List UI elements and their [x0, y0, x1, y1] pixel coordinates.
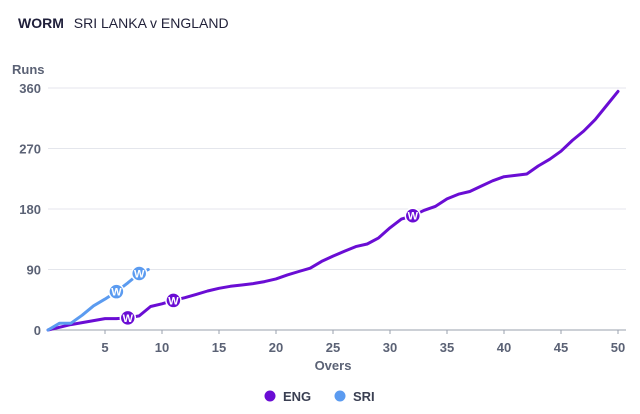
- wicket-marker-label: W: [123, 313, 134, 325]
- y-tick-label: 270: [19, 142, 41, 157]
- wicket-marker-circle: [165, 292, 182, 309]
- y-tick-label: 90: [27, 263, 41, 278]
- wicket-marker-circle: [108, 283, 125, 300]
- axis-layer: 0 90 180 270 360 5 10 15 20 25 30 35 40 45 50 Runs Overs: [12, 62, 626, 373]
- wicket-marker-sri[interactable]: W: [108, 283, 125, 300]
- y-tick-label: 360: [19, 81, 41, 96]
- x-axis-title: Overs: [315, 358, 352, 373]
- legend-item-eng[interactable]: ENG: [264, 389, 312, 404]
- legend-swatch: [334, 390, 346, 402]
- x-tick-label: 40: [497, 340, 511, 355]
- chart-title: WORM SRI LANKA v ENGLAND: [18, 14, 229, 32]
- legend: ENG SRI: [264, 389, 375, 404]
- x-tick-label: 15: [212, 340, 226, 355]
- y-axis-title: Runs: [12, 62, 45, 77]
- x-tick-label: 35: [440, 340, 454, 355]
- series-layer: [46, 89, 620, 332]
- y-tick-label: 180: [19, 202, 41, 217]
- series-line-eng: [46, 89, 620, 332]
- wicket-marker-eng[interactable]: W: [165, 292, 182, 309]
- grid-layer: [48, 87, 626, 331]
- wicket-marker-eng[interactable]: W: [404, 207, 422, 224]
- wicket-marker-label: W: [134, 269, 145, 281]
- chart-title-label: WORM: [18, 15, 64, 31]
- wicket-marker-label: W: [111, 287, 122, 299]
- legend-label: ENG: [283, 389, 311, 404]
- y-tick-label: 0: [34, 323, 41, 338]
- wicket-marker-eng[interactable]: W: [119, 309, 137, 327]
- wicket-marker-circle: [130, 265, 148, 282]
- x-tick-label: 30: [383, 340, 397, 355]
- x-tick-label: 45: [554, 340, 568, 355]
- wicket-marker-sri[interactable]: W: [130, 265, 148, 282]
- legend-item-sri[interactable]: SRI: [334, 389, 375, 404]
- wicket-marker-label: W: [168, 295, 179, 307]
- legend-swatch: [264, 390, 276, 402]
- x-tick-label: 10: [155, 340, 169, 355]
- wicket-marker-circle: [119, 309, 137, 327]
- x-tick-label: 5: [101, 340, 108, 355]
- wicket-marker-label: W: [408, 211, 419, 223]
- x-tick-label: 50: [611, 340, 625, 355]
- x-tick-label: 20: [269, 340, 283, 355]
- legend-label: SRI: [353, 389, 375, 404]
- x-tick-label: 25: [326, 340, 340, 355]
- chart-subtitle: SRI LANKA v ENGLAND: [73, 15, 229, 31]
- wicket-marker-circle: [404, 207, 422, 224]
